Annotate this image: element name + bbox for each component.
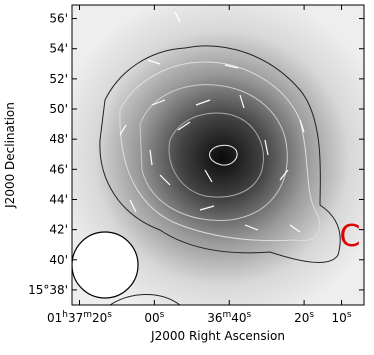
y-tick-label: 15°38'	[28, 283, 68, 297]
y-tick-label: 44'	[49, 192, 68, 206]
annotation: C	[340, 219, 361, 254]
x-tick-label: 10s	[332, 310, 352, 325]
y-tick-label: 42'	[49, 223, 68, 237]
x-tick-label: 01h37m20s	[47, 310, 112, 325]
y-tick-label: 40'	[49, 253, 68, 267]
y-axis-label: J2000 Declination	[3, 102, 17, 209]
y-tick-label: 54'	[49, 42, 68, 56]
y-tick-label: 48'	[49, 132, 68, 146]
y-tick-label: 46'	[49, 162, 68, 176]
y-tick-label: 52'	[49, 72, 68, 86]
image	[72, 5, 364, 305]
y-tick-label: 56'	[49, 12, 68, 26]
x-tick-label: 20s	[294, 310, 314, 325]
x-tick-label: 36m40s	[207, 310, 251, 325]
x-tick-label: 00s	[144, 310, 164, 325]
plot-frame	[71, 4, 365, 306]
x-axis-label: J2000 Right Ascension	[150, 329, 285, 343]
y-tick-label: 50'	[49, 102, 68, 116]
